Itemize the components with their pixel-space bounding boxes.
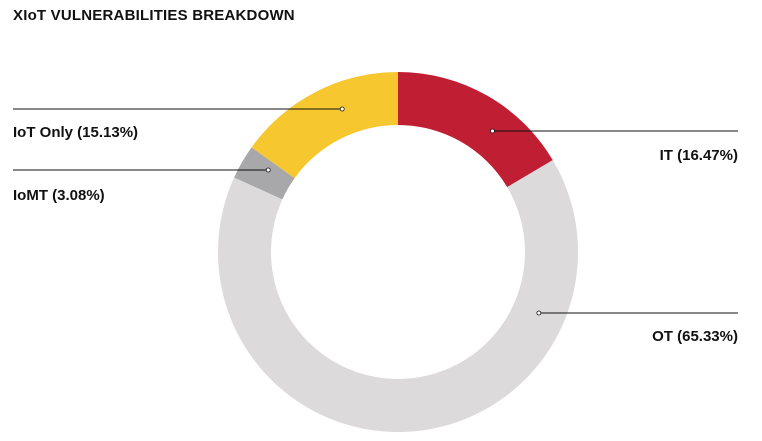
leaders-layer (13, 106, 738, 316)
label-iot-only: IoT Only (15.13%) (13, 124, 138, 141)
label-iomt: IoMT (3.08%) (13, 187, 105, 204)
leader-dot-iot-only (339, 106, 345, 112)
slice-iot-only (251, 72, 398, 179)
leader-dot-ot (536, 310, 542, 316)
slice-iomt (234, 147, 295, 200)
label-ot: OT (65.33%) (652, 328, 738, 345)
slice-it (398, 72, 553, 188)
leader-dot-it (490, 128, 495, 134)
slice-ot (218, 160, 578, 433)
leader-dot-iomt (265, 167, 271, 173)
slices-layer (218, 72, 578, 433)
labels-layer: IT (16.47%) OT (65.33%) IoMT (3.08%) IoT On… (13, 124, 738, 345)
label-it: IT (16.47%) (660, 147, 738, 164)
chart-title: XIoT VULNERABILITIES BREAKDOWN (13, 7, 295, 24)
